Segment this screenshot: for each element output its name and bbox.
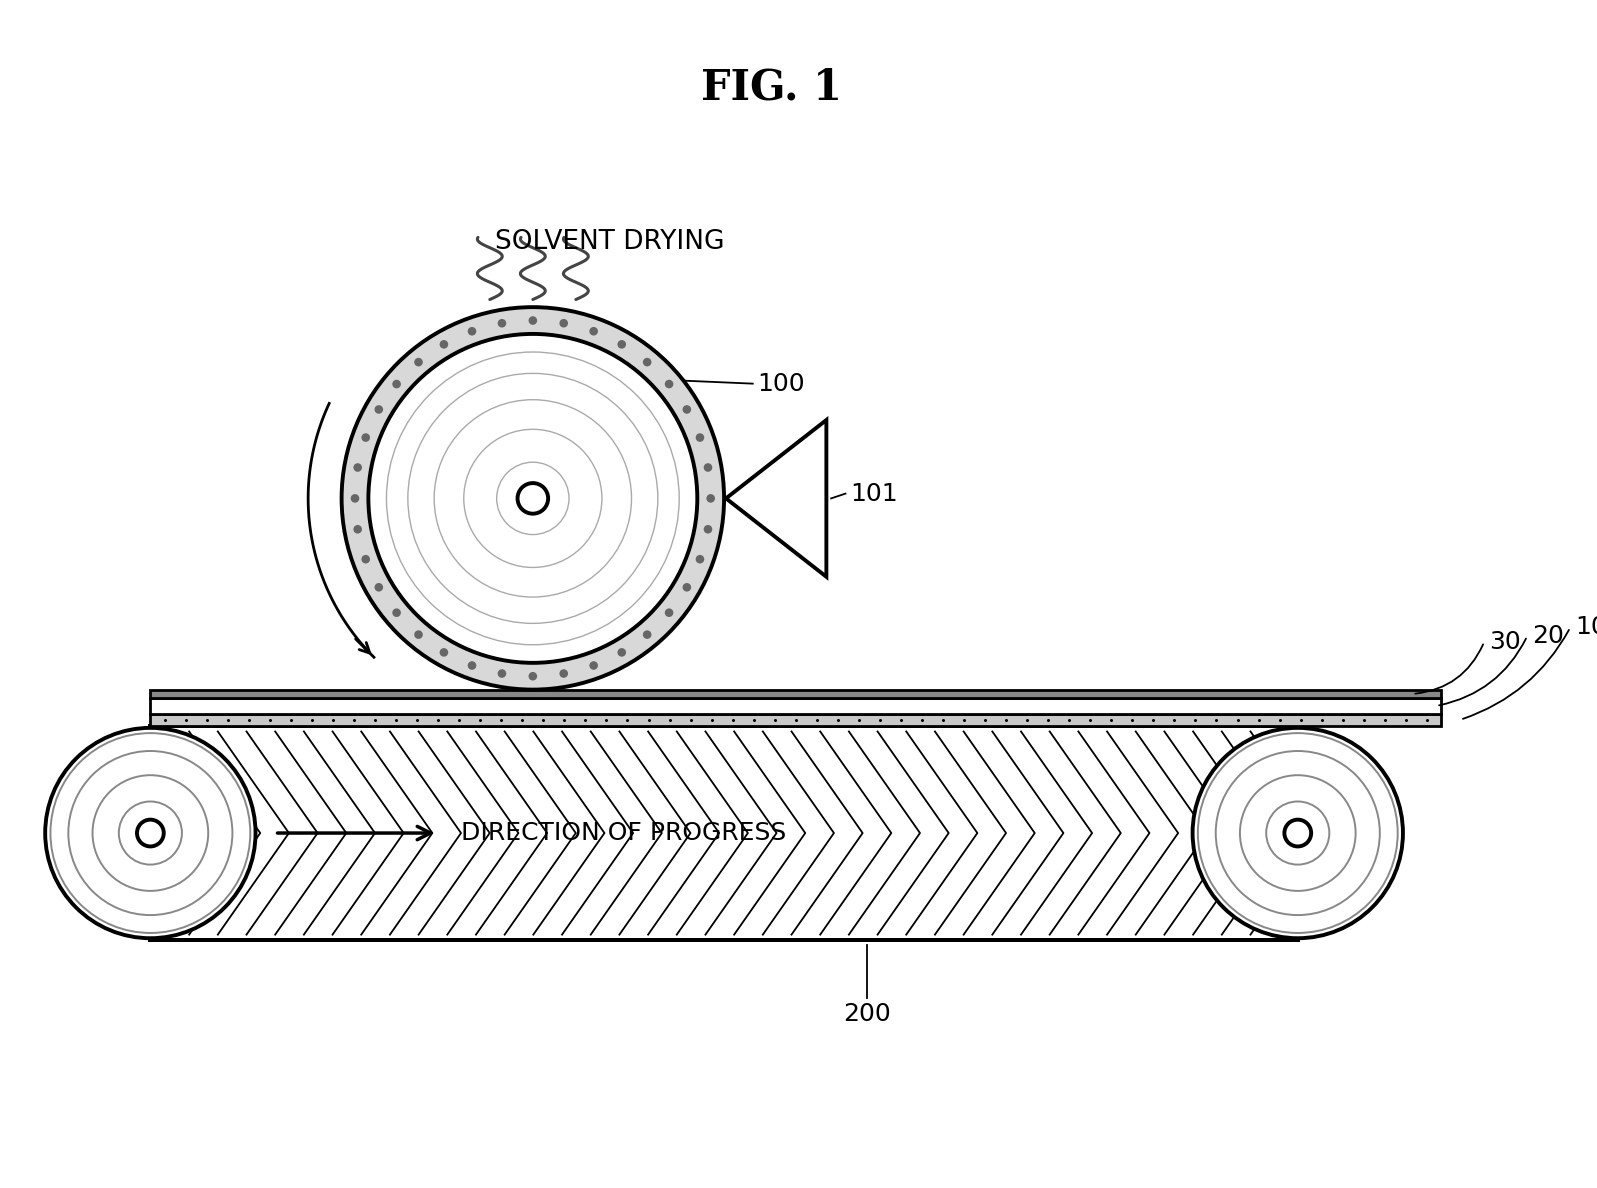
- Circle shape: [589, 327, 597, 335]
- Circle shape: [559, 669, 569, 678]
- Polygon shape: [727, 421, 826, 577]
- Circle shape: [529, 316, 537, 324]
- Circle shape: [704, 463, 712, 472]
- Circle shape: [375, 405, 383, 413]
- Text: 20: 20: [1532, 624, 1563, 649]
- Circle shape: [439, 340, 449, 348]
- Circle shape: [361, 555, 371, 563]
- Circle shape: [353, 463, 363, 472]
- Circle shape: [644, 631, 652, 639]
- Polygon shape: [150, 699, 1440, 714]
- Text: 100: 100: [757, 372, 805, 396]
- Polygon shape: [150, 689, 1440, 699]
- Text: DIRECTION OF PROGRESS: DIRECTION OF PROGRESS: [462, 821, 786, 845]
- Circle shape: [351, 494, 359, 503]
- Circle shape: [1193, 728, 1402, 939]
- Circle shape: [369, 334, 698, 663]
- Circle shape: [517, 484, 548, 513]
- Text: 200: 200: [843, 1003, 891, 1026]
- Circle shape: [696, 555, 704, 563]
- Circle shape: [644, 358, 652, 366]
- Circle shape: [1284, 820, 1311, 846]
- Text: FIG. 1: FIG. 1: [701, 67, 842, 108]
- Text: 30: 30: [1488, 630, 1520, 653]
- Circle shape: [414, 631, 423, 639]
- Circle shape: [682, 405, 692, 413]
- Circle shape: [704, 525, 712, 533]
- Circle shape: [696, 434, 704, 442]
- Circle shape: [529, 672, 537, 681]
- Circle shape: [468, 662, 476, 670]
- Circle shape: [439, 649, 449, 657]
- Circle shape: [353, 525, 363, 533]
- Text: 10: 10: [1575, 615, 1597, 639]
- Circle shape: [375, 583, 383, 592]
- Circle shape: [618, 649, 626, 657]
- Circle shape: [45, 728, 256, 939]
- Circle shape: [414, 358, 423, 366]
- Circle shape: [664, 380, 674, 388]
- Circle shape: [498, 669, 506, 678]
- Circle shape: [706, 494, 715, 503]
- Circle shape: [559, 318, 569, 328]
- Polygon shape: [150, 714, 1440, 726]
- Circle shape: [589, 662, 597, 670]
- Circle shape: [468, 327, 476, 335]
- Circle shape: [137, 820, 164, 846]
- Circle shape: [393, 380, 401, 388]
- Circle shape: [342, 308, 723, 689]
- Circle shape: [664, 608, 674, 617]
- Polygon shape: [150, 726, 1298, 940]
- Text: SOLVENT DRYING: SOLVENT DRYING: [495, 228, 723, 254]
- Circle shape: [361, 434, 371, 442]
- Circle shape: [393, 608, 401, 617]
- Circle shape: [682, 583, 692, 592]
- Circle shape: [618, 340, 626, 348]
- Text: 101: 101: [850, 481, 898, 506]
- Circle shape: [498, 318, 506, 328]
